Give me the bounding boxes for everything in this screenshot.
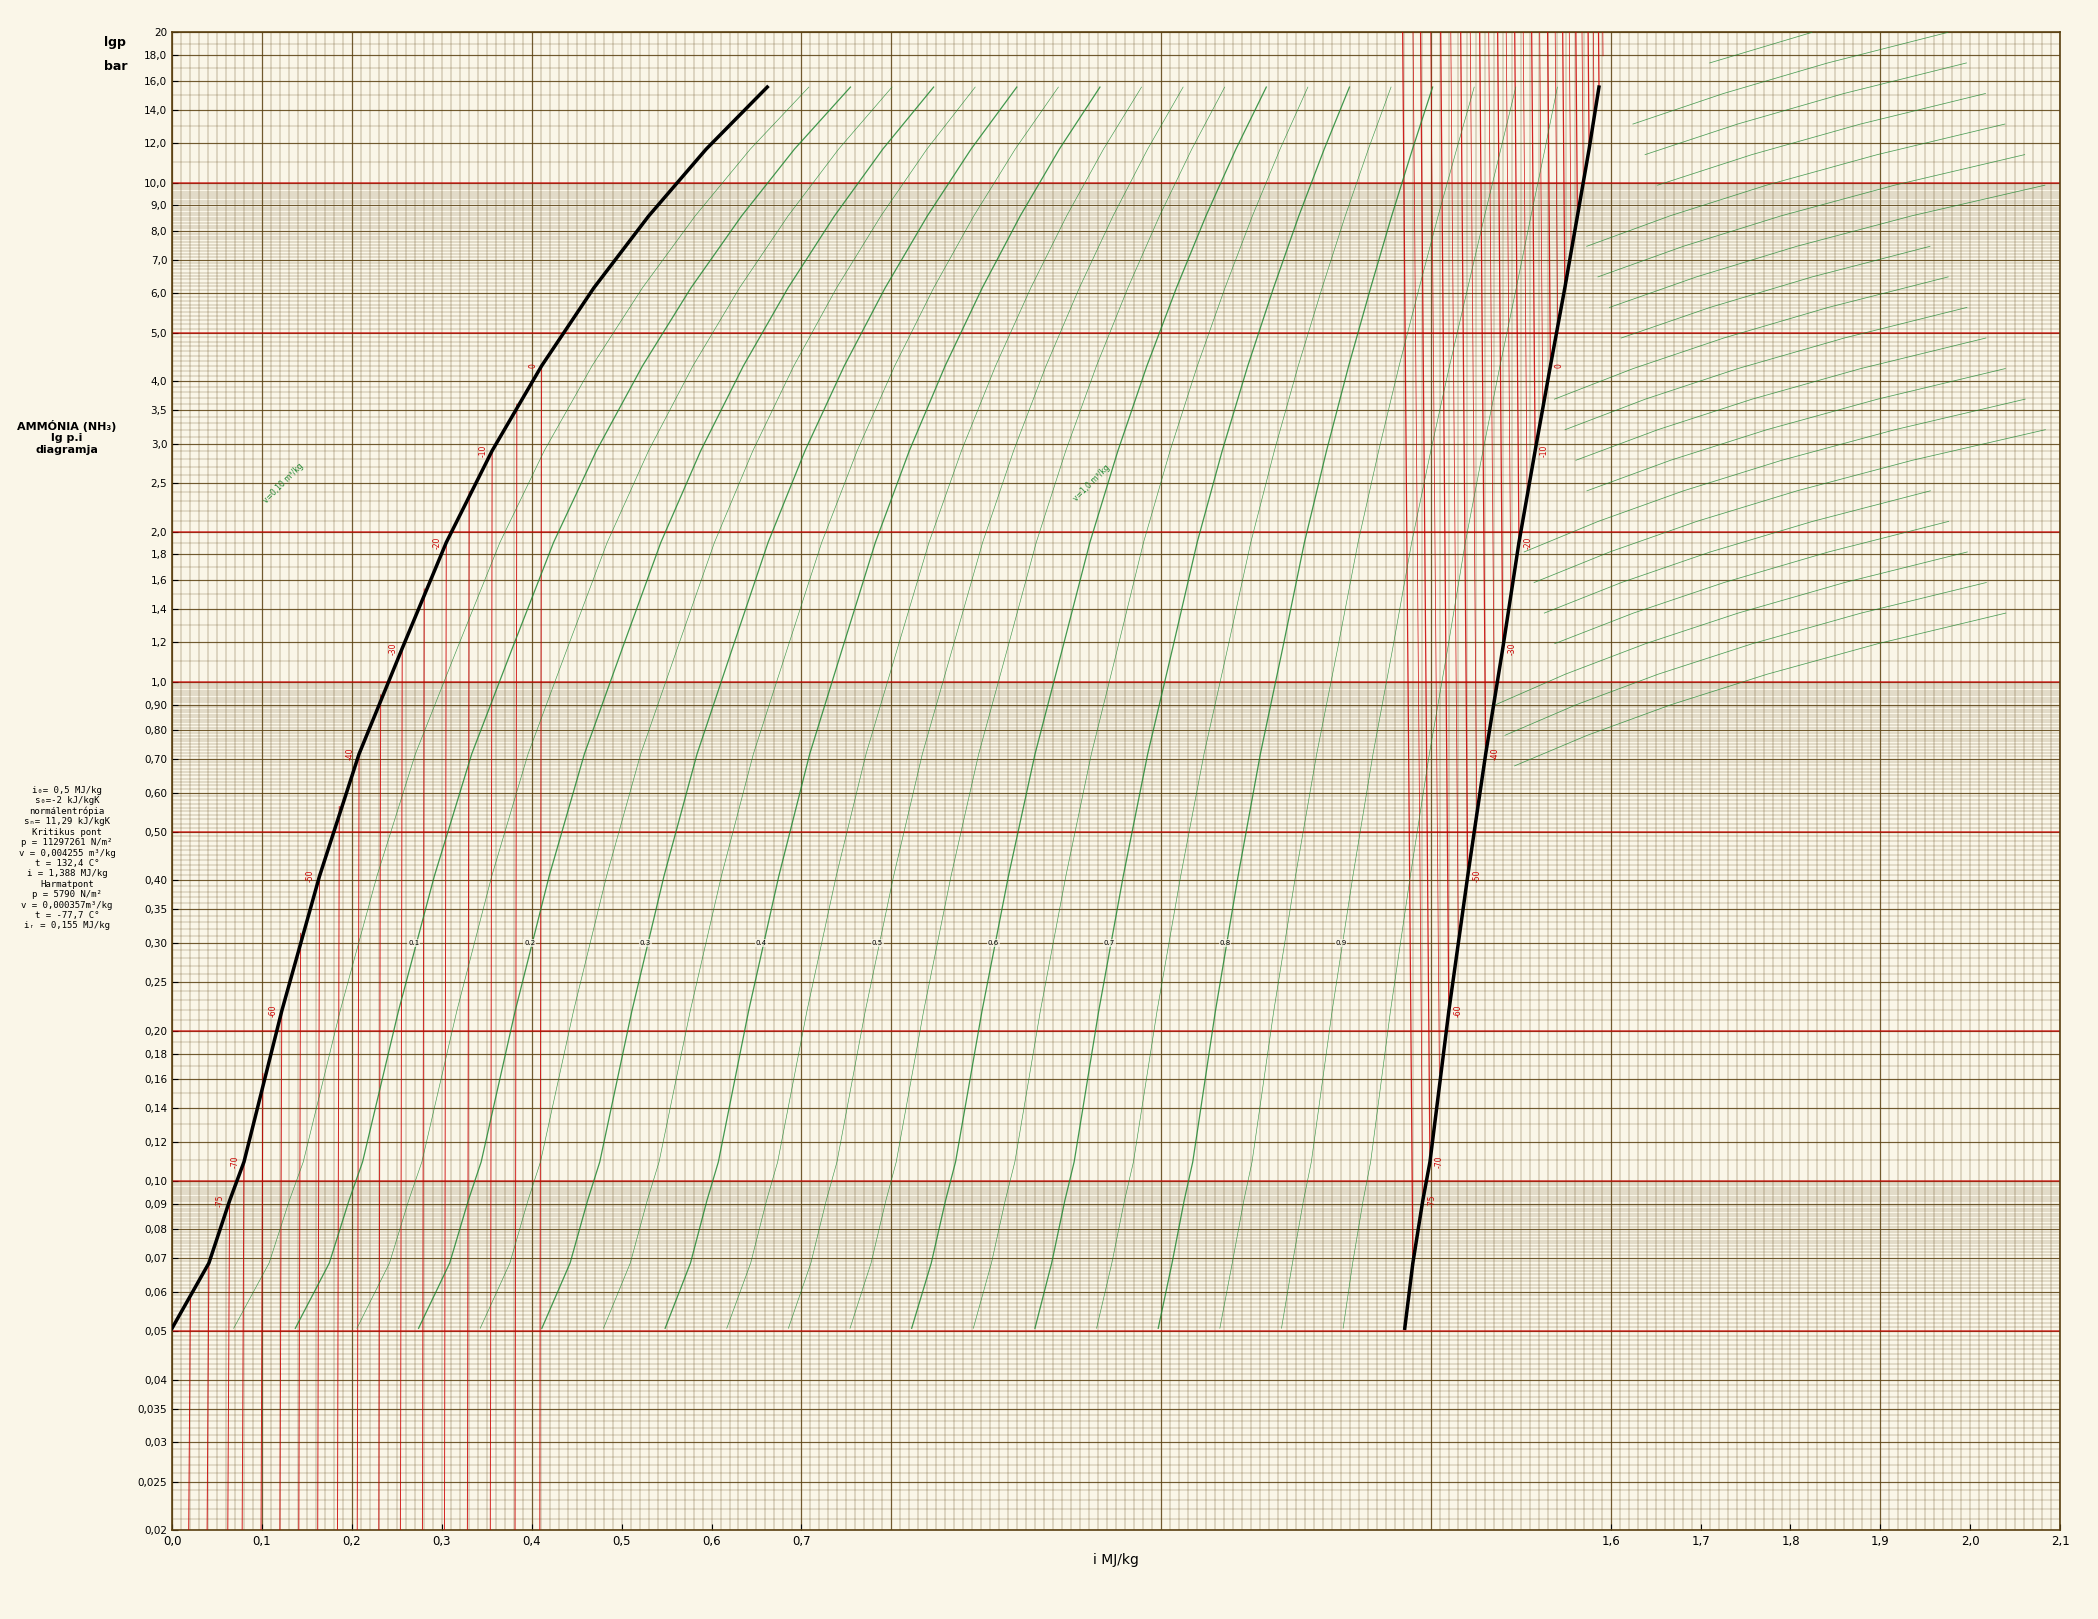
- Text: -40: -40: [1490, 748, 1500, 761]
- Text: -50: -50: [1473, 869, 1481, 882]
- Text: 0.7: 0.7: [1104, 941, 1114, 945]
- Text: -10: -10: [1540, 445, 1548, 457]
- Text: v=1,0 m³/kg: v=1,0 m³/kg: [1072, 463, 1112, 504]
- Text: -10: -10: [478, 445, 487, 457]
- Text: -75: -75: [1427, 1195, 1437, 1208]
- Text: AMMÓNIA (NH₃)
lg p.i
diagramja: AMMÓNIA (NH₃) lg p.i diagramja: [17, 419, 117, 455]
- Text: -70: -70: [1435, 1156, 1443, 1169]
- Text: 0.6: 0.6: [988, 941, 999, 945]
- Text: -60: -60: [269, 1005, 277, 1017]
- Text: bar: bar: [103, 60, 128, 73]
- Text: 0.9: 0.9: [1336, 941, 1347, 945]
- Text: -30: -30: [388, 643, 399, 654]
- X-axis label: i MJ/kg: i MJ/kg: [1093, 1553, 1139, 1567]
- Text: -30: -30: [1506, 643, 1517, 654]
- Text: 0: 0: [1555, 364, 1563, 369]
- Text: -60: -60: [1454, 1005, 1462, 1017]
- Text: i₀= 0,5 MJ/kg
s₀=-2 kJ/kgK
normálentrópia
sₙ= 11,29 kJ/kgK
Kritikus pont
p = 112: i₀= 0,5 MJ/kg s₀=-2 kJ/kgK normálentrópi…: [19, 785, 115, 931]
- Text: 0.8: 0.8: [1219, 941, 1232, 945]
- Text: -75: -75: [216, 1195, 224, 1208]
- Text: -50: -50: [306, 869, 315, 882]
- Text: v=0,10 m³/kg: v=0,10 m³/kg: [262, 461, 306, 505]
- Text: -20: -20: [1523, 536, 1532, 549]
- Text: 0.1: 0.1: [409, 941, 420, 945]
- Text: 0.4: 0.4: [755, 941, 768, 945]
- Text: -70: -70: [231, 1156, 239, 1169]
- Text: 0.5: 0.5: [873, 941, 883, 945]
- Text: 0.2: 0.2: [524, 941, 535, 945]
- Text: -20: -20: [432, 536, 443, 549]
- Text: 0.3: 0.3: [640, 941, 650, 945]
- Text: lgp: lgp: [105, 36, 126, 49]
- Text: -40: -40: [346, 748, 355, 761]
- Text: 0: 0: [529, 364, 537, 369]
